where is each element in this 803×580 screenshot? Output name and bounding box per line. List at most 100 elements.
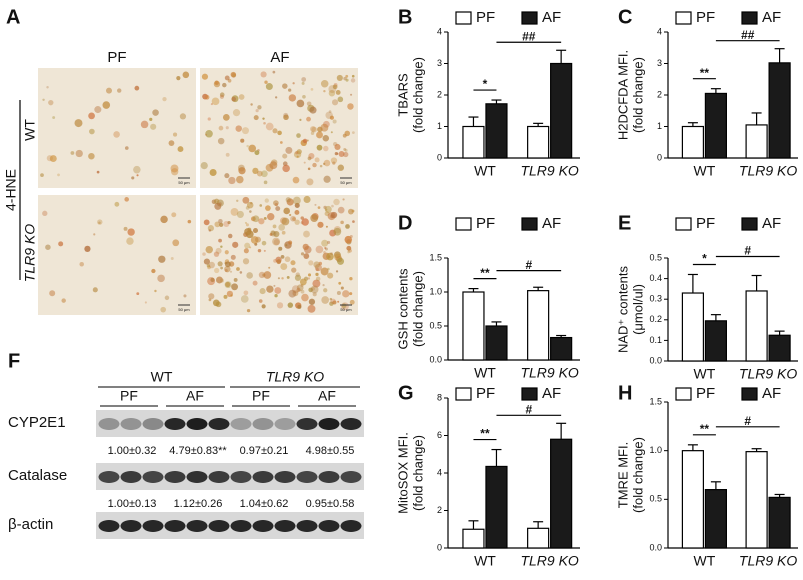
bar bbox=[681, 125, 705, 159]
error-bar bbox=[687, 273, 698, 294]
stain-spot bbox=[330, 211, 338, 219]
stain-spot bbox=[337, 300, 340, 303]
stain-spot bbox=[245, 223, 249, 227]
stain-spot bbox=[280, 255, 285, 259]
stain-spot bbox=[259, 288, 266, 295]
quantification: 0.97±0.21 bbox=[240, 445, 289, 457]
stain-spot bbox=[258, 218, 265, 225]
stain-spot bbox=[205, 129, 213, 138]
bar bbox=[462, 528, 485, 549]
stain-spot bbox=[292, 82, 295, 85]
y-axis-label: (fold change) bbox=[410, 57, 425, 133]
stain-spot bbox=[240, 295, 249, 303]
quantification: 1.00±0.32 bbox=[108, 445, 157, 457]
stain-spot bbox=[299, 278, 307, 286]
stain-spot bbox=[323, 145, 329, 152]
legend-label: AF bbox=[542, 385, 561, 402]
panel-letter: A bbox=[6, 6, 20, 28]
significance-label: # bbox=[525, 258, 532, 272]
y-axis-label: (fold change) bbox=[410, 435, 425, 511]
stain-spot bbox=[319, 164, 323, 168]
stain-spot bbox=[272, 237, 281, 246]
panel-letter: G bbox=[398, 382, 414, 404]
stain-spot bbox=[160, 306, 167, 313]
stain-spot bbox=[288, 289, 297, 298]
scale-label: 50 μm bbox=[340, 307, 352, 312]
stain-spot bbox=[230, 208, 239, 216]
stain-spot bbox=[344, 235, 353, 244]
error-bar bbox=[556, 49, 567, 64]
stain-spot bbox=[324, 205, 332, 213]
stain-spot bbox=[303, 161, 306, 164]
stain-spot bbox=[213, 251, 220, 257]
stain-spot bbox=[136, 292, 140, 296]
stain-spot bbox=[206, 264, 211, 268]
stain-spot bbox=[205, 133, 208, 136]
stain-spot bbox=[340, 220, 344, 225]
stain-spot bbox=[242, 258, 250, 265]
y-tick-label: 3 bbox=[657, 58, 662, 68]
stain-spot bbox=[164, 295, 170, 301]
error-bar bbox=[468, 288, 479, 292]
y-tick-label: 8 bbox=[437, 392, 442, 402]
stain-spot bbox=[311, 126, 318, 133]
stain-spot bbox=[228, 233, 233, 239]
bar bbox=[681, 450, 705, 549]
blot-band bbox=[142, 418, 164, 430]
stain-spot bbox=[92, 287, 98, 293]
stain-spot bbox=[309, 106, 317, 114]
stain-spot bbox=[154, 289, 157, 293]
error-bar bbox=[533, 122, 544, 127]
blot-band bbox=[164, 418, 186, 430]
legend-swatch bbox=[741, 11, 758, 25]
significance-label: ## bbox=[522, 29, 536, 43]
stain-spot bbox=[338, 151, 345, 157]
stain-spot bbox=[331, 204, 334, 208]
blot-band bbox=[208, 520, 230, 532]
stain-spot bbox=[211, 97, 220, 106]
stain-spot bbox=[347, 103, 354, 110]
legend-label: AF bbox=[762, 215, 781, 232]
stain-spot bbox=[255, 108, 259, 113]
stain-spot bbox=[307, 277, 311, 280]
blot-band bbox=[296, 418, 318, 430]
blot-band bbox=[120, 418, 142, 430]
blot-band bbox=[186, 520, 208, 532]
stain-spot bbox=[294, 219, 300, 225]
stain-spot bbox=[265, 83, 273, 91]
stain-spot bbox=[283, 114, 289, 121]
group-label: TLR9 KO bbox=[266, 369, 324, 385]
stain-spot bbox=[315, 245, 324, 254]
legend-label: AF bbox=[542, 215, 561, 232]
stain-spot bbox=[246, 272, 253, 279]
stain-spot bbox=[204, 94, 210, 100]
y-tick-label: 3 bbox=[437, 58, 442, 68]
stain-spot bbox=[274, 294, 278, 298]
stain-spot bbox=[232, 241, 239, 248]
error-bar bbox=[710, 314, 721, 321]
stain-spot bbox=[340, 286, 344, 290]
stain-spot bbox=[117, 88, 122, 93]
stain-spot bbox=[314, 203, 317, 206]
stain-spot bbox=[225, 281, 231, 288]
stain-spot bbox=[209, 168, 217, 177]
stain-spot bbox=[341, 302, 349, 311]
stain-spot bbox=[227, 220, 231, 225]
stain-spot bbox=[308, 298, 316, 305]
stain-spot bbox=[219, 222, 224, 227]
x-tick-label: TLR9 KO bbox=[520, 163, 578, 179]
stain-spot bbox=[306, 178, 314, 186]
x-tick-label: TLR9 KO bbox=[739, 553, 797, 569]
stain-spot bbox=[278, 224, 286, 231]
legend-swatch bbox=[455, 217, 472, 231]
y-tick-label: 0.5 bbox=[429, 320, 442, 330]
stain-spot bbox=[296, 133, 301, 138]
stain-spot bbox=[312, 279, 321, 288]
y-axis-label: GSH contents bbox=[395, 268, 410, 349]
stain-spot bbox=[244, 242, 251, 249]
stain-spot bbox=[261, 240, 267, 246]
stain-spot bbox=[348, 248, 352, 253]
stain-spot bbox=[210, 277, 215, 283]
legend-swatch bbox=[521, 387, 538, 401]
y-tick-label: 1.0 bbox=[429, 286, 442, 296]
